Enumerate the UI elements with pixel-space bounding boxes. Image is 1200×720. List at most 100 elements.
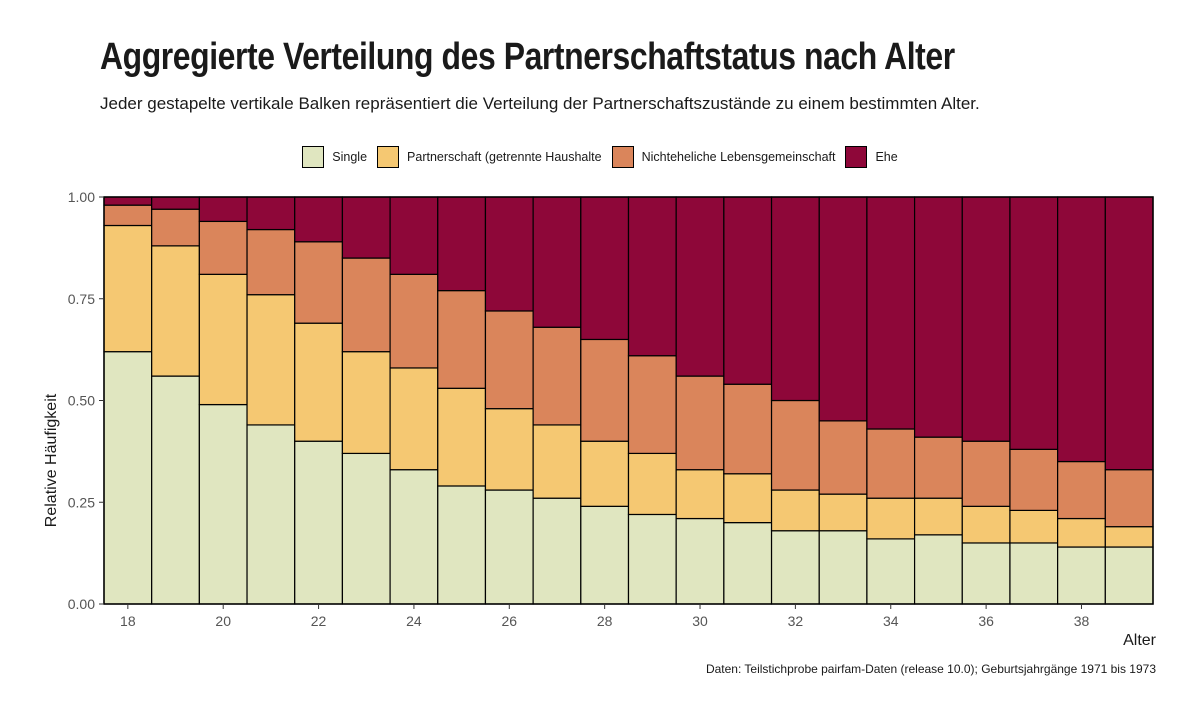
- x-tick-label: 32: [788, 613, 804, 629]
- bar-segment-nel-37: [1009, 448, 1059, 511]
- bar-segment-single-38: [1057, 546, 1106, 605]
- x-tick-label: 34: [883, 613, 899, 629]
- bar-segment-single-37: [1009, 542, 1059, 605]
- bar-segment-partnerschaft-28: [580, 440, 630, 507]
- legend-label-ehe: Ehe: [875, 150, 898, 164]
- bar-segment-nel-26: [484, 310, 534, 410]
- bar-segment-nel-32: [770, 399, 820, 491]
- bar-segment-single-21: [246, 424, 296, 605]
- bar-segment-nel-39: [1104, 469, 1154, 528]
- y-tick-label: 0.00: [68, 596, 95, 612]
- bar-segment-nel-30: [675, 375, 725, 471]
- bar-segment-partnerschaft-32: [770, 489, 820, 532]
- x-axis: 18 20 22 24 26 28 30 32 34 36 38: [120, 604, 1089, 629]
- y-axis: 0.00 0.25 0.50 0.75 1.00: [68, 189, 104, 612]
- bar-segment-nel-25: [437, 290, 487, 389]
- bar-segment-single-31: [723, 521, 773, 605]
- bar-segment-partnerschaft-35: [913, 497, 963, 536]
- bar-segment-partnerschaft-30: [675, 469, 725, 520]
- x-tick-label: 18: [120, 613, 136, 629]
- y-tick-label: 0.75: [68, 291, 95, 307]
- bar-segment-single-39: [1104, 546, 1154, 605]
- bar-segment-ehe-29: [627, 196, 677, 357]
- bar-segment-ehe-20: [198, 196, 248, 223]
- bar-segment-ehe-24: [389, 196, 439, 275]
- bar-segment-nel-31: [723, 383, 773, 475]
- bar-segment-partnerschaft-31: [723, 473, 773, 524]
- legend: Single Partnerschaft (getrennte Haushalt…: [0, 146, 1200, 168]
- x-tick-label: 36: [978, 613, 994, 629]
- bar-segment-ehe-30: [675, 196, 725, 377]
- bar-segment-nel-28: [580, 338, 630, 442]
- bar-segment-ehe-35: [913, 196, 963, 438]
- bar-segment-ehe-27: [532, 196, 582, 328]
- legend-label-single: Single: [332, 150, 368, 164]
- bar-segment-nel-29: [627, 355, 677, 455]
- bar-segment-ehe-18: [103, 196, 153, 206]
- bar-segment-single-32: [770, 530, 820, 605]
- bar-segment-single-19: [151, 375, 200, 605]
- x-tick-label: 24: [406, 613, 422, 629]
- bar-segment-ehe-28: [580, 196, 630, 341]
- x-tick-label: 26: [502, 613, 518, 629]
- legend-key-partnerschaft: [377, 146, 400, 168]
- legend-key-nel: [611, 146, 634, 168]
- bar-segment-partnerschaft-38: [1057, 517, 1106, 548]
- bar-segment-partnerschaft-26: [484, 408, 534, 491]
- bar-segment-nel-23: [341, 257, 391, 353]
- bar-segment-nel-38: [1057, 460, 1106, 520]
- bar-segment-ehe-37: [1009, 196, 1059, 450]
- y-tick-label: 1.00: [68, 189, 95, 205]
- bar-segment-partnerschaft-39: [1104, 526, 1154, 548]
- legend-item-partnerschaft: Partnerschaft (getrennte Haushalte: [377, 146, 602, 168]
- bar-segment-partnerschaft-19: [151, 245, 200, 377]
- bar-segment-ehe-32: [770, 196, 820, 402]
- bar-segment-single-26: [484, 489, 534, 605]
- bar-segment-single-18: [103, 351, 153, 605]
- bar-segment-single-28: [580, 505, 630, 605]
- bar-segment-single-34: [866, 538, 916, 605]
- legend-key-single: [302, 146, 325, 168]
- bar-segment-partnerschaft-29: [627, 452, 677, 516]
- x-tick-label: 28: [597, 613, 613, 629]
- bar-segment-nel-24: [389, 273, 439, 369]
- legend-item-single: Single: [302, 146, 367, 168]
- bar-segment-ehe-21: [246, 196, 296, 231]
- x-tick-label: 20: [215, 613, 231, 629]
- x-tick-label: 22: [311, 613, 327, 629]
- bar-segment-single-27: [532, 497, 582, 605]
- bar-segment-partnerschaft-37: [1009, 509, 1059, 544]
- bar-segment-nel-18: [103, 204, 153, 227]
- bar-segment-ehe-34: [866, 196, 916, 430]
- bar-segment-single-22: [294, 440, 344, 605]
- bar-segment-single-25: [437, 485, 487, 605]
- legend-item-ehe: Ehe: [845, 146, 898, 168]
- bar-segment-ehe-19: [151, 196, 200, 210]
- bar-segment-partnerschaft-21: [246, 294, 296, 426]
- x-axis-title: Alter: [1123, 632, 1157, 649]
- bar-segment-single-24: [389, 469, 439, 605]
- chart-title: Aggregierte Verteilung des Partnerschaft…: [100, 36, 955, 78]
- bar-segment-ehe-38: [1057, 196, 1106, 463]
- bar-segment-nel-36: [961, 440, 1011, 507]
- bar-segment-partnerschaft-33: [818, 493, 868, 532]
- x-tick-label: 30: [692, 613, 708, 629]
- bar-segment-nel-22: [294, 241, 344, 324]
- bar-segment-partnerschaft-23: [341, 351, 391, 455]
- bar-segment-nel-33: [818, 420, 868, 495]
- y-axis-title: Relative Häufigkeit: [43, 393, 60, 527]
- bar-segment-ehe-33: [818, 196, 868, 422]
- bar-segment-partnerschaft-24: [389, 367, 439, 471]
- bar-segment-partnerschaft-36: [961, 505, 1011, 544]
- bar-segment-single-30: [675, 517, 725, 605]
- bar-segment-ehe-25: [437, 196, 487, 292]
- bar-segment-ehe-26: [484, 196, 534, 312]
- bar-segment-single-35: [913, 534, 963, 605]
- chart-subtitle: Jeder gestapelte vertikale Balken repräs…: [100, 94, 980, 113]
- bar-segment-partnerschaft-18: [103, 224, 153, 353]
- bar-segment-partnerschaft-25: [437, 387, 487, 487]
- bar-segment-partnerschaft-20: [198, 273, 248, 406]
- bar-segment-ehe-36: [961, 196, 1011, 442]
- bar-segment-nel-27: [532, 326, 582, 426]
